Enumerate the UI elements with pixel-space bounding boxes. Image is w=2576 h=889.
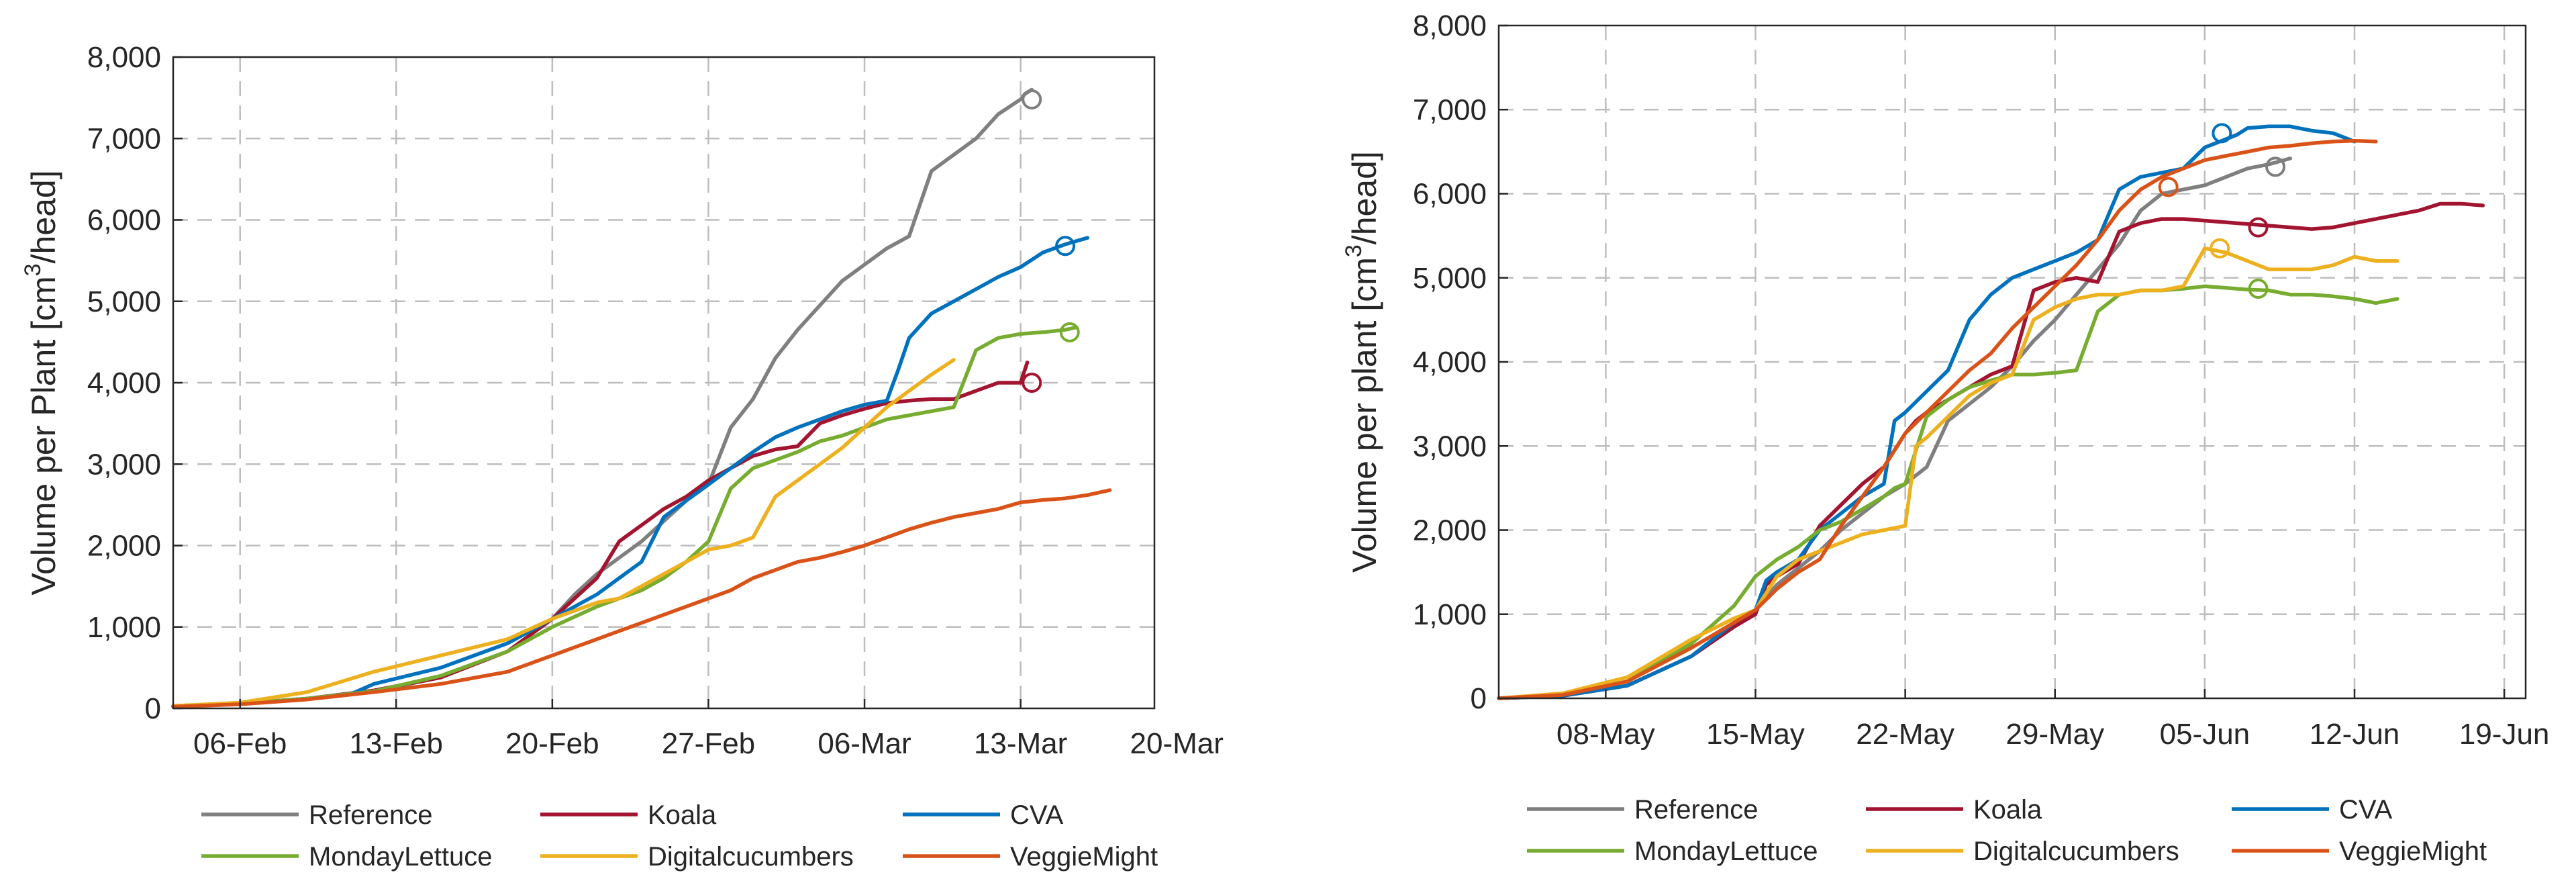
left-x-tick-label: 13-Feb <box>350 727 443 760</box>
left-series-reference <box>171 87 1034 708</box>
left-y-tick-label: 5,000 <box>87 285 161 318</box>
right-x-tick-label: 29-May <box>2005 718 2104 751</box>
right-series-veggiemight <box>1497 138 2378 700</box>
left-endpoint-marker-koala <box>1022 373 1042 393</box>
left-x-tick-label: 20-Feb <box>505 727 599 760</box>
right-series-digitalcucumbers <box>1497 246 2399 700</box>
right-endpoint-marker-veggiemight <box>2158 177 2179 197</box>
left-endpoint-marker-reference <box>1022 89 1042 110</box>
right-endpoint-marker-cva <box>2212 123 2232 144</box>
right-y-tick-label: 2,000 <box>1413 514 1487 547</box>
right-endpoint-marker-koala <box>2248 217 2269 238</box>
right-x-tick-label: 08-May <box>1556 718 1655 751</box>
right-x-tick-label: 22-May <box>1856 718 1954 751</box>
right-x-tick-label: 15-May <box>1706 718 1805 751</box>
left-x-tick-label: 06-Feb <box>193 727 287 760</box>
left-x-tick-label: 20-Mar <box>1130 727 1224 760</box>
right-x-tick-label: 05-Jun <box>2160 718 2250 751</box>
right-endpoint-marker-reference <box>2265 156 2286 177</box>
left-endpoint-marker-mondaylettuce <box>1059 322 1080 342</box>
left-y-tick-label: 2,000 <box>87 530 161 563</box>
left-x-tick-label: 27-Feb <box>662 727 755 760</box>
right-y-axis-label: Volume per plant [cm3/head] <box>1341 151 1383 573</box>
right-y-tick-label: 3,000 <box>1413 430 1487 463</box>
right-y-tick-label: 4,000 <box>1413 346 1487 379</box>
right-legend-label-cva: CVA <box>2339 795 2393 825</box>
right-x-tick-label: 12-Jun <box>2310 718 2400 751</box>
left-legend-label-reference: Reference <box>309 800 433 830</box>
left-series-mondaylettuce <box>171 325 1079 708</box>
right-legend-label-veggiemight: VeggieMight <box>2339 837 2487 866</box>
left-grid <box>173 57 1154 708</box>
left-x-tick-label: 13-Mar <box>974 727 1067 760</box>
right-y-tick-label: 7,000 <box>1413 93 1487 126</box>
right-series-cva <box>1497 124 2357 700</box>
left-y-tick-label: 4,000 <box>87 367 161 400</box>
left-series-digitalcucumbers <box>171 358 956 708</box>
left-y-tick-label: 0 <box>145 692 161 725</box>
right-y-tick-label: 5,000 <box>1413 262 1487 295</box>
left-legend-label-koala: Koala <box>648 800 717 830</box>
left-legend: Reference Koala CVA MondayLettuce Digitalcuc… <box>201 800 1158 872</box>
right-chart: 0 1,000 2,000 3,000 4,000 5,000 6,000 7,000 8,00… <box>1341 9 2549 866</box>
right-legend-label-reference: Reference <box>1634 795 1758 825</box>
left-legend-label-digitalcucumbers: Digitalcucumbers <box>648 842 854 872</box>
left-legend-label-mondaylettuce: MondayLettuce <box>309 842 493 872</box>
left-ticks: 0 1,000 2,000 3,000 4,000 5,000 6,000 7,000 8,00… <box>87 41 1224 760</box>
right-y-tick-label: 6,000 <box>1413 178 1487 211</box>
right-legend-label-koala: Koala <box>1973 795 2042 825</box>
right-legend-label-digitalcucumbers: Digitalcucumbers <box>1973 837 2179 866</box>
left-endpoint-marker-cva <box>1055 236 1076 256</box>
right-series-lines <box>1497 123 2485 700</box>
left-y-tick-label: 8,000 <box>87 41 161 74</box>
right-ticks: 0 1,000 2,000 3,000 4,000 5,000 6,000 7,000 8,00… <box>1413 9 2550 751</box>
left-series-cva <box>171 236 1090 708</box>
left-series-lines <box>171 87 1112 709</box>
left-y-tick-label: 1,000 <box>87 611 161 644</box>
left-series-veggiemight <box>171 488 1112 709</box>
left-legend-label-veggiemight: VeggieMight <box>1010 842 1158 872</box>
right-x-tick-label: 19-Jun <box>2459 718 2550 751</box>
left-y-tick-label: 3,000 <box>87 448 161 481</box>
left-x-tick-label: 06-Mar <box>818 727 911 760</box>
right-endpoint-marker-mondaylettuce <box>2248 279 2269 299</box>
left-y-axis-label: Volume per Plant [cm3/head] <box>20 170 62 595</box>
right-endpoint-marker-digitalcucumbers <box>2210 238 2230 259</box>
right-y-tick-label: 0 <box>1471 682 1487 715</box>
right-series-mondaylettuce <box>1497 284 2399 700</box>
right-y-tick-label: 8,000 <box>1413 9 1487 42</box>
left-legend-label-cva: CVA <box>1010 800 1064 830</box>
right-legend: Reference Koala CVA MondayLettuce Digitalcuc… <box>1527 795 2487 866</box>
right-y-tick-label: 1,000 <box>1413 598 1487 631</box>
left-y-tick-label: 7,000 <box>87 122 161 155</box>
right-legend-label-mondaylettuce: MondayLettuce <box>1634 837 1818 866</box>
left-chart: 0 1,000 2,000 3,000 4,000 5,000 6,000 7,000 8,00… <box>20 41 1224 872</box>
left-y-tick-label: 6,000 <box>87 204 161 237</box>
